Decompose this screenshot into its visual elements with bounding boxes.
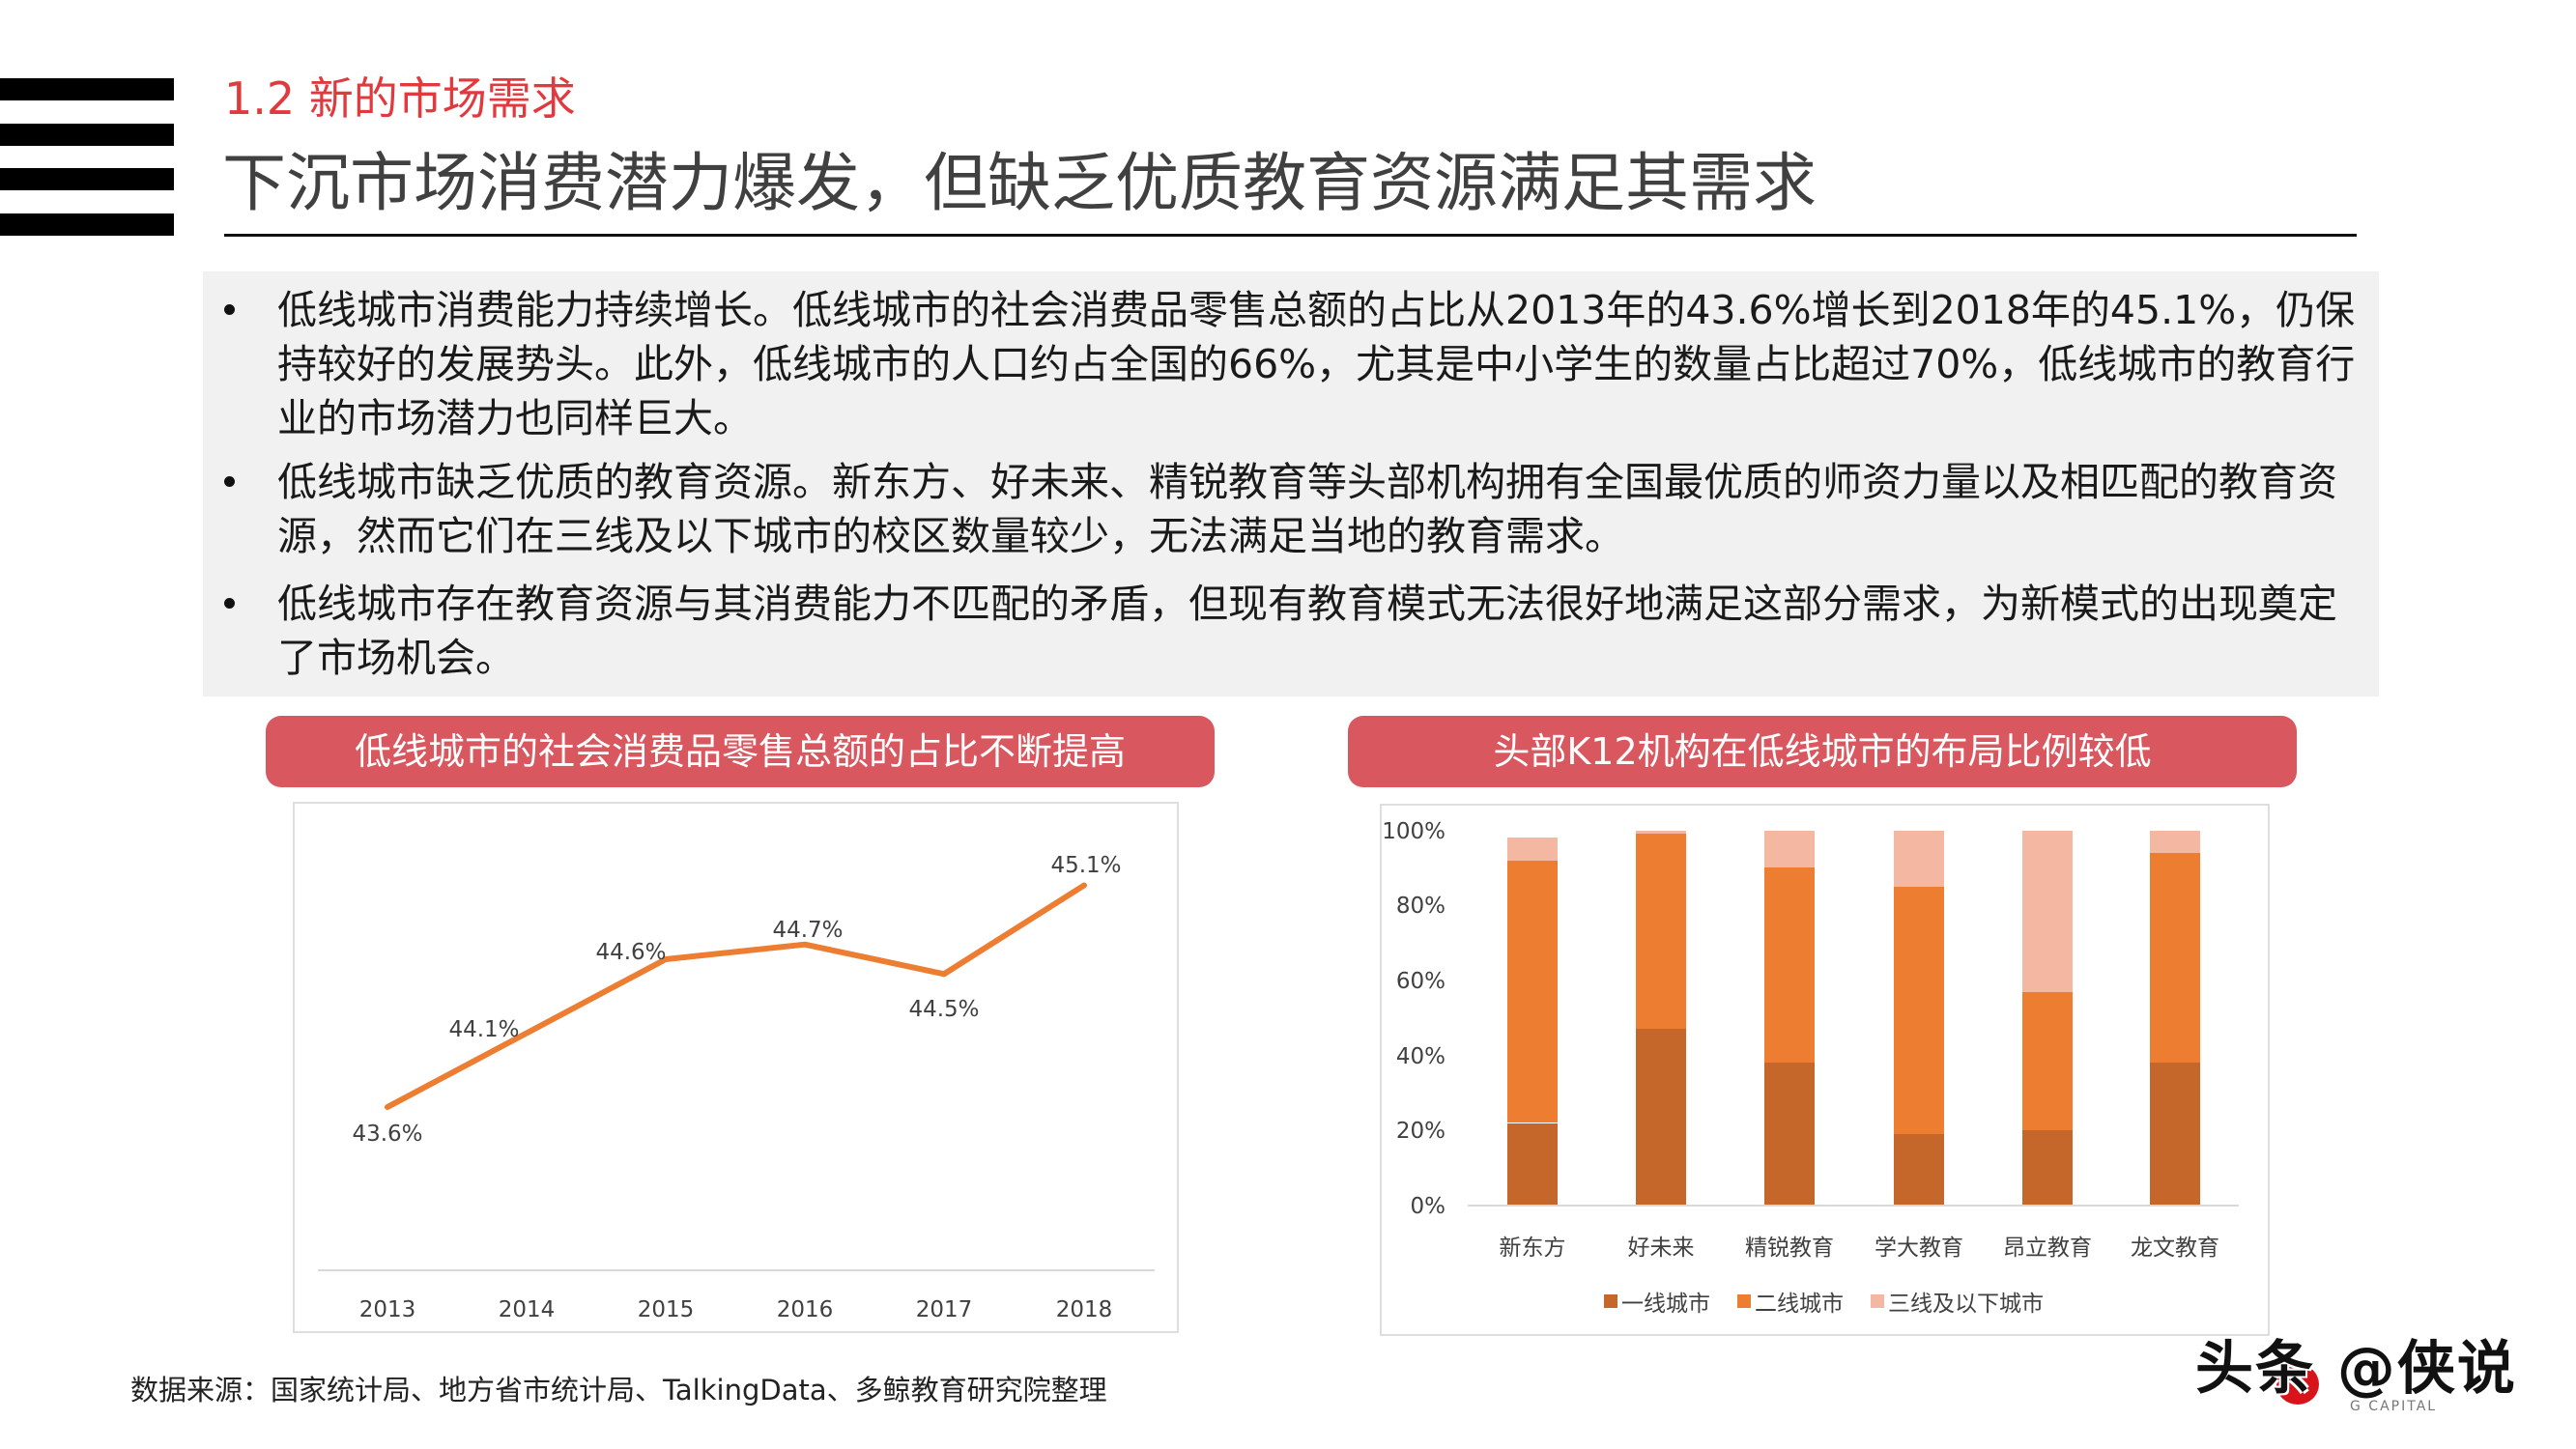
- bar-segment: [2022, 1130, 2073, 1206]
- x-tick: 好未来: [1627, 1236, 1695, 1261]
- x-tick: 2017: [915, 1297, 973, 1322]
- x-tick: 学大教育: [1875, 1236, 1963, 1261]
- bar-segment: [1764, 1063, 1815, 1206]
- bullet-text: 低线城市消费能力持续增长。低线城市的社会消费品零售总额的占比从2013年的43.…: [277, 287, 2356, 441]
- y-tick: 20%: [1395, 1119, 1445, 1144]
- bar-segment: [1636, 1029, 1686, 1206]
- bullet-dot-icon: [224, 476, 235, 487]
- legend-item-tier3: 三线及以下城市: [1871, 1285, 2044, 1318]
- menu-bar: [0, 168, 174, 190]
- bullet-panel: 低线城市消费能力持续增长。低线城市的社会消费品零售总额的占比从2013年的43.…: [203, 271, 2379, 696]
- bar-segment: [2022, 830, 2073, 992]
- data-label: 44.7%: [772, 918, 844, 943]
- bar-segment: [1636, 834, 1686, 1030]
- x-tick: 2015: [637, 1297, 695, 1322]
- legend-label: 一线城市: [1621, 1292, 1710, 1317]
- page-title: 下沉市场消费潜力爆发，但缺乏优质教育资源满足其需求: [222, 146, 1817, 220]
- menu-bar: [0, 78, 174, 100]
- section-label: 1.2 新的市场需求: [224, 72, 576, 125]
- watermark: 头条 @侠说: [2195, 1335, 2517, 1403]
- bar-chart-x-axis: [1468, 1205, 2239, 1207]
- bar-segment: [2150, 852, 2200, 1064]
- x-tick: 2013: [358, 1297, 416, 1322]
- legend-swatch-icon: [1737, 1294, 1751, 1308]
- y-tick: 100%: [1382, 819, 1445, 844]
- bar-segment: [1764, 830, 1815, 868]
- line-chart-banner: 低线城市的社会消费品零售总额的占比不断提高: [266, 716, 1215, 787]
- data-label: 44.1%: [448, 1017, 520, 1042]
- legend-label: 三线及以下城市: [1888, 1292, 2044, 1317]
- x-tick: 新东方: [1499, 1236, 1566, 1261]
- y-tick: 80%: [1395, 894, 1445, 919]
- legend-swatch-icon: [1604, 1294, 1617, 1308]
- y-tick: 0%: [1410, 1194, 1446, 1219]
- menu-bar: [0, 124, 174, 146]
- legend-item-tier1: 一线城市: [1604, 1285, 1710, 1318]
- menu-bar: [0, 213, 174, 236]
- x-tick: 昂立教育: [2003, 1236, 2092, 1261]
- legend-label: 二线城市: [1755, 1292, 1844, 1317]
- bar-segment: [1507, 1122, 1558, 1206]
- x-tick: 精锐教育: [1745, 1236, 1834, 1261]
- title-divider: [224, 234, 2357, 237]
- line-chart-x-axis: [318, 1269, 1155, 1271]
- bar-segment: [2022, 991, 2073, 1131]
- legend-swatch-icon: [1871, 1294, 1884, 1308]
- bar-segment: [1636, 830, 1686, 835]
- data-label: 44.5%: [908, 997, 980, 1022]
- x-tick: 2016: [776, 1297, 834, 1322]
- bar-segment: [1507, 860, 1558, 1123]
- bullet-text: 低线城市缺乏优质的教育资源。新东方、好未来、精锐教育等头部机构拥有全国最优质的师…: [277, 459, 2337, 559]
- bar-segment: [1894, 886, 1944, 1135]
- line-chart-frame: [293, 802, 1179, 1333]
- bar-chart-legend: 一线城市 二线城市 三线及以下城市: [1604, 1285, 2044, 1318]
- bar-segment: [1894, 1134, 1944, 1206]
- data-label: 44.6%: [595, 940, 667, 965]
- bullet-dot-icon: [224, 598, 235, 609]
- watermark-caption: G CAPITAL: [2350, 1399, 2438, 1414]
- bar-segment: [2150, 1063, 2200, 1206]
- x-tick: 2018: [1055, 1297, 1113, 1322]
- bullet-text: 低线城市存在教育资源与其消费能力不匹配的矛盾，但现有教育模式无法很好地满足这部分…: [277, 581, 2337, 681]
- bullet-dot-icon: [224, 304, 235, 315]
- legend-item-tier2: 二线城市: [1737, 1285, 1844, 1318]
- x-tick: 2014: [498, 1297, 556, 1322]
- y-tick: 60%: [1395, 969, 1445, 994]
- bar-segment: [1894, 830, 1944, 887]
- bar-segment: [1764, 867, 1815, 1064]
- data-label: 43.6%: [352, 1122, 423, 1147]
- brand-logo-icon: [2276, 1364, 2319, 1405]
- y-tick: 40%: [1395, 1044, 1445, 1069]
- line-series: [385, 882, 1087, 1110]
- x-tick: 龙文教育: [2131, 1236, 2219, 1261]
- data-label: 45.1%: [1050, 853, 1122, 878]
- bar-segment: [2150, 830, 2200, 853]
- bar-chart-banner: 头部K12机构在低线城市的布局比例较低: [1348, 716, 2297, 787]
- data-source-note: 数据来源：国家统计局、地方省市统计局、TalkingData、多鲸教育研究院整理: [130, 1374, 1107, 1406]
- bar-segment: [1507, 838, 1558, 861]
